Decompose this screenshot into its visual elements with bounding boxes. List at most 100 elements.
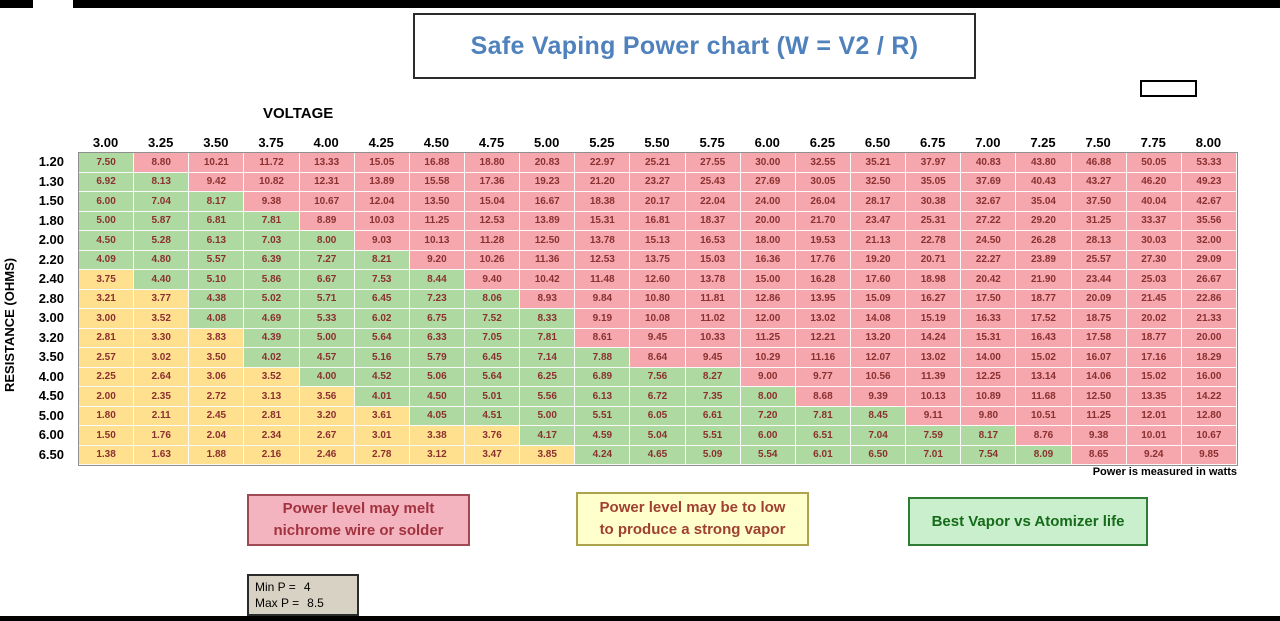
power-cell[interactable]: 3.01 — [354, 426, 410, 446]
power-cell[interactable]: 8.44 — [409, 270, 465, 290]
power-cell[interactable]: 2.25 — [79, 367, 135, 387]
power-cell[interactable]: 2.04 — [189, 426, 245, 446]
power-cell[interactable]: 9.45 — [630, 328, 686, 348]
power-cell[interactable]: 7.81 — [795, 406, 851, 426]
power-cell[interactable]: 12.60 — [630, 270, 686, 290]
resistance-header-cell[interactable]: 2.80 — [38, 290, 64, 306]
power-cell[interactable]: 13.14 — [1016, 367, 1072, 387]
power-cell[interactable]: 18.77 — [1016, 289, 1072, 309]
power-cell[interactable]: 11.72 — [244, 153, 300, 173]
power-cell[interactable]: 5.71 — [299, 289, 355, 309]
power-cell[interactable]: 3.50 — [189, 348, 245, 368]
power-cell[interactable]: 5.09 — [685, 445, 741, 465]
power-cell[interactable]: 29.09 — [1181, 250, 1237, 270]
power-cell[interactable]: 10.33 — [685, 328, 741, 348]
power-cell[interactable]: 3.76 — [464, 426, 521, 446]
power-cell[interactable]: 30.05 — [795, 172, 851, 192]
power-cell[interactable]: 14.06 — [1071, 367, 1127, 387]
power-cell[interactable]: 8.06 — [464, 289, 521, 309]
power-cell[interactable]: 4.50 — [79, 231, 135, 251]
power-cell[interactable]: 10.13 — [409, 231, 465, 251]
voltage-header-cell[interactable]: 6.75 — [920, 135, 946, 150]
power-cell[interactable]: 2.11 — [134, 406, 190, 426]
power-cell[interactable]: 37.69 — [961, 172, 1017, 192]
power-cell[interactable]: 5.28 — [134, 231, 190, 251]
power-cell[interactable]: 8.00 — [299, 231, 355, 251]
power-cell[interactable]: 16.07 — [1071, 348, 1127, 368]
power-cell[interactable]: 8.80 — [134, 153, 190, 173]
power-cell[interactable]: 6.02 — [354, 309, 410, 329]
power-cell[interactable]: 1.76 — [134, 426, 190, 446]
voltage-header-cell[interactable]: 6.50 — [864, 135, 891, 150]
power-cell[interactable]: 25.43 — [685, 172, 741, 192]
power-cell[interactable]: 3.13 — [244, 387, 300, 407]
power-cell[interactable]: 26.04 — [795, 192, 851, 212]
power-cell[interactable]: 2.78 — [354, 445, 410, 465]
power-cell[interactable]: 24.50 — [961, 231, 1017, 251]
power-cell[interactable]: 2.46 — [299, 445, 355, 465]
power-cell[interactable]: 4.65 — [630, 445, 686, 465]
voltage-header-cell[interactable]: 3.25 — [148, 135, 174, 150]
power-cell[interactable]: 8.45 — [850, 406, 907, 426]
power-cell[interactable]: 5.04 — [630, 426, 686, 446]
voltage-header-cell[interactable]: 5.25 — [589, 135, 615, 150]
power-cell[interactable]: 13.35 — [1126, 387, 1182, 407]
power-cell[interactable]: 3.02 — [134, 348, 190, 368]
power-cell[interactable]: 25.31 — [906, 211, 962, 231]
power-cell[interactable]: 15.02 — [1126, 367, 1182, 387]
voltage-header-cell[interactable]: 8.00 — [1195, 135, 1222, 150]
power-cell[interactable]: 4.59 — [575, 426, 631, 446]
power-cell[interactable]: 15.04 — [464, 192, 521, 212]
power-cell[interactable]: 16.43 — [1016, 328, 1072, 348]
power-cell[interactable]: 6.39 — [244, 250, 300, 270]
power-cell[interactable]: 2.67 — [299, 426, 355, 446]
power-cell[interactable]: 3.83 — [189, 328, 245, 348]
power-cell[interactable]: 6.75 — [409, 309, 465, 329]
power-cell[interactable]: 5.33 — [299, 309, 355, 329]
power-cell[interactable]: 11.25 — [1071, 406, 1127, 426]
power-cell[interactable]: 4.09 — [79, 250, 135, 270]
voltage-header-cell[interactable]: 3.75 — [258, 135, 284, 150]
power-cell[interactable]: 2.64 — [134, 367, 190, 387]
power-cell[interactable]: 4.01 — [354, 387, 410, 407]
power-cell[interactable]: 12.01 — [1126, 406, 1182, 426]
power-cell[interactable]: 12.50 — [1071, 387, 1127, 407]
power-cell[interactable]: 7.01 — [906, 445, 962, 465]
power-cell[interactable]: 1.63 — [134, 445, 190, 465]
power-cell[interactable]: 5.01 — [464, 387, 521, 407]
power-cell[interactable]: 22.86 — [1181, 289, 1237, 309]
voltage-header-cell[interactable]: 4.25 — [368, 135, 394, 150]
power-cell[interactable]: 22.04 — [685, 192, 741, 212]
power-cell[interactable]: 8.33 — [520, 309, 576, 329]
power-cell[interactable]: 12.31 — [299, 172, 355, 192]
voltage-header-cell[interactable]: 7.50 — [1085, 135, 1111, 150]
power-cell[interactable]: 12.50 — [520, 231, 576, 251]
power-cell[interactable]: 3.56 — [299, 387, 355, 407]
power-cell[interactable]: 7.04 — [850, 426, 907, 446]
power-cell[interactable]: 11.02 — [685, 309, 741, 329]
power-cell[interactable]: 16.27 — [906, 289, 962, 309]
power-cell[interactable]: 29.20 — [1016, 211, 1072, 231]
power-cell[interactable]: 23.47 — [850, 211, 907, 231]
power-cell[interactable]: 9.42 — [189, 172, 245, 192]
power-cell[interactable]: 42.67 — [1181, 192, 1237, 212]
power-cell[interactable]: 9.84 — [575, 289, 631, 309]
power-cell[interactable]: 37.50 — [1071, 192, 1127, 212]
power-cell[interactable]: 22.97 — [575, 153, 631, 173]
power-cell[interactable]: 33.37 — [1126, 211, 1182, 231]
power-cell[interactable]: 5.86 — [244, 270, 300, 290]
power-cell[interactable]: 21.33 — [1181, 309, 1237, 329]
power-cell[interactable]: 7.03 — [244, 231, 300, 251]
power-cell[interactable]: 21.70 — [795, 211, 851, 231]
power-cell[interactable]: 2.81 — [79, 328, 135, 348]
power-cell[interactable]: 10.13 — [906, 387, 962, 407]
power-cell[interactable]: 8.64 — [630, 348, 686, 368]
power-cell[interactable]: 6.00 — [79, 192, 135, 212]
power-cell[interactable]: 50.05 — [1126, 153, 1182, 173]
selected-cell-cursor[interactable] — [1140, 80, 1197, 97]
power-cell[interactable]: 6.45 — [354, 289, 410, 309]
power-cell[interactable]: 16.53 — [685, 231, 741, 251]
power-cell[interactable]: 19.53 — [795, 231, 851, 251]
power-cell[interactable]: 14.22 — [1181, 387, 1237, 407]
power-cell[interactable]: 40.43 — [1016, 172, 1072, 192]
